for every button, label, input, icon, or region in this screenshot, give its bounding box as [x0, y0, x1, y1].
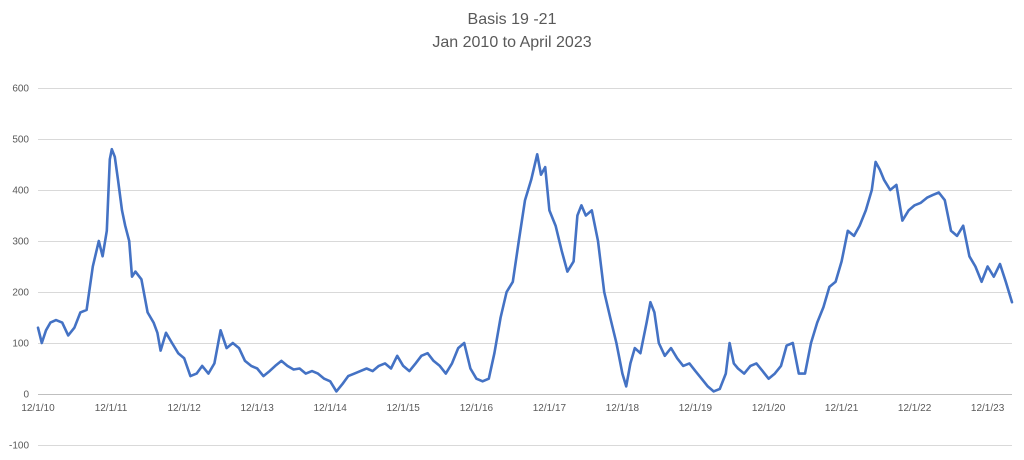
x-axis-ticks: 12/1/10 12/1/11 12/1/12 12/1/13 12/1/14 12/1/… [21, 403, 1004, 414]
x-tick-label: 12/1/21 [825, 403, 859, 414]
gridlines [38, 88, 1012, 446]
chart-title: Basis 19 -21 [468, 11, 557, 28]
x-tick-label: 12/1/15 [387, 403, 421, 414]
x-tick-label: 12/1/14 [314, 403, 348, 414]
y-tick-label: 300 [12, 237, 29, 248]
x-tick-label: 12/1/13 [241, 403, 275, 414]
x-tick-label: 12/1/18 [606, 403, 640, 414]
series-line-1 [36, 147, 1014, 393]
x-tick-label: 12/1/16 [460, 403, 494, 414]
x-tick-label: 12/1/17 [533, 403, 567, 414]
x-tick-label: 12/1/10 [21, 403, 55, 414]
y-tick-label: 600 [12, 84, 29, 95]
y-tick-label: -100 [9, 441, 29, 452]
x-tick-label: 12/1/19 [679, 403, 713, 414]
x-tick-label: 12/1/22 [898, 403, 932, 414]
x-tick-label: 12/1/20 [752, 403, 786, 414]
y-tick-label: 100 [12, 339, 29, 350]
y-axis-ticks: -100 0 100 200 300 400 500 600 [9, 84, 29, 452]
y-tick-label: 400 [12, 186, 29, 197]
x-tick-label: 12/1/12 [168, 403, 202, 414]
y-tick-label: 500 [12, 135, 29, 146]
x-tick-label: 12/1/23 [971, 403, 1005, 414]
x-tick-label: 12/1/11 [95, 403, 128, 414]
series-layer [36, 147, 1014, 393]
y-tick-label: 0 [23, 390, 29, 401]
y-tick-label: 200 [12, 288, 29, 299]
chart-subtitle: Jan 2010 to April 2023 [432, 34, 591, 51]
